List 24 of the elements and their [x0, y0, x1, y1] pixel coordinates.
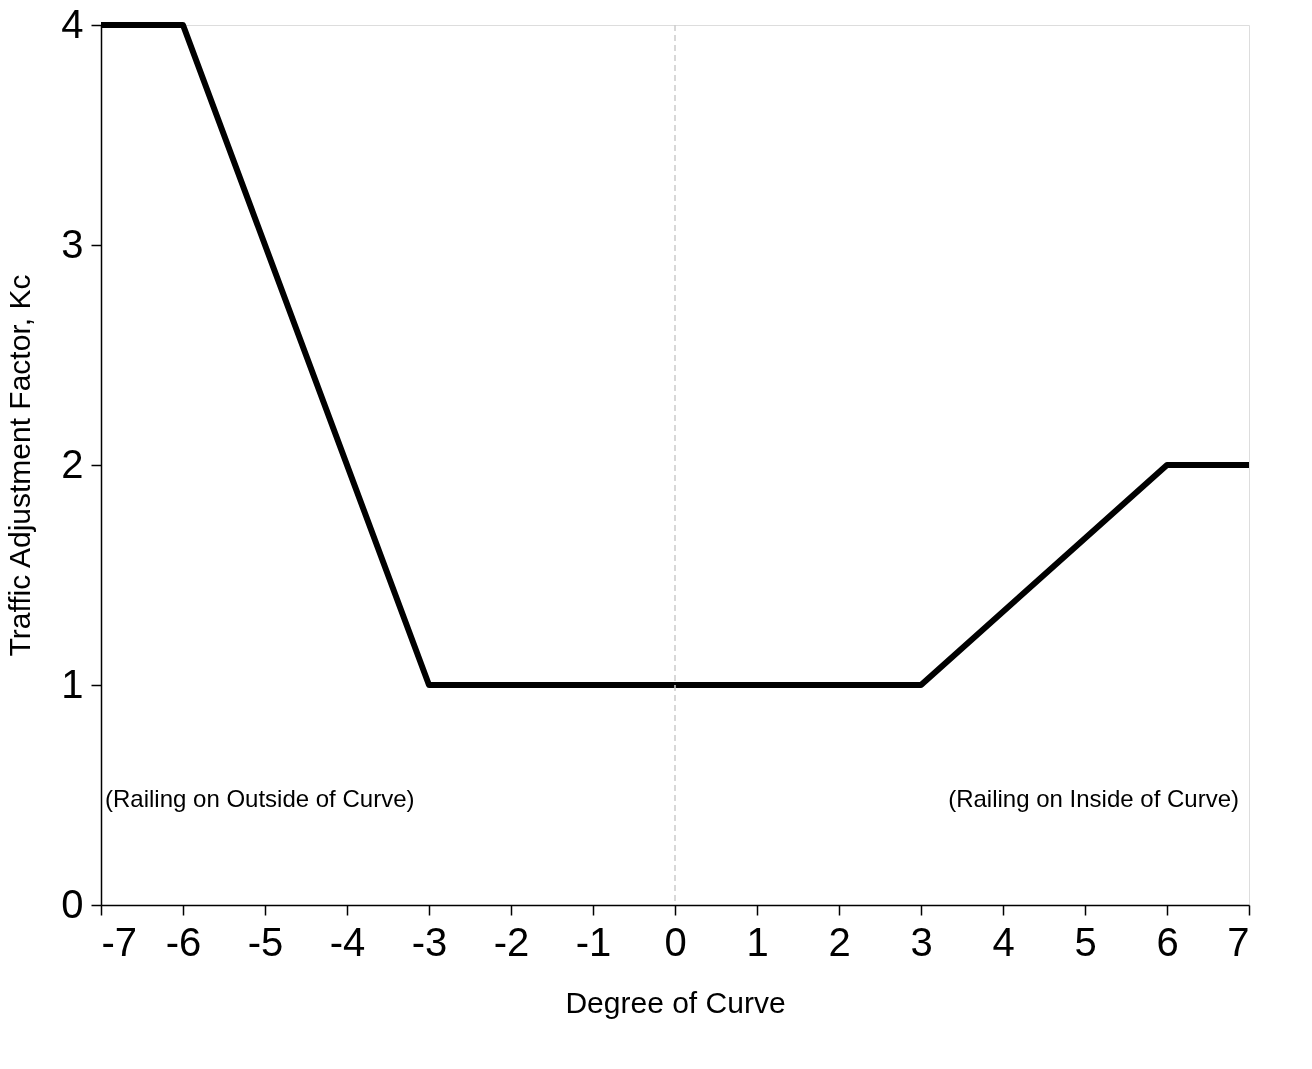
x-tick-label: 7	[1227, 919, 1250, 964]
x-tick-label: 6	[1156, 919, 1179, 964]
x-tick-label: 0	[664, 919, 687, 964]
y-tick-label: 2	[61, 441, 84, 486]
x-tick-label: -2	[493, 919, 530, 964]
x-tick-label: 5	[1074, 919, 1097, 964]
y-tick-label: 0	[61, 881, 84, 926]
x-tick-label: -7	[101, 919, 138, 964]
y-tick-label: 4	[61, 1, 84, 46]
y-axis-title: Traffic Adjustment Factor, Kc	[3, 274, 37, 657]
x-tick-label: -4	[329, 919, 366, 964]
x-tick-label: 4	[992, 919, 1015, 964]
x-axis-title: Degree of Curve	[565, 985, 786, 1019]
x-tick-label: -1	[575, 919, 612, 964]
x-tick-label: -3	[411, 919, 448, 964]
annotation: (Railing on Outside of Curve)	[105, 785, 415, 812]
y-tick-label: 3	[61, 221, 84, 266]
annotation: (Railing on Inside of Curve)	[948, 785, 1239, 812]
x-tick-label: 1	[746, 919, 769, 964]
y-tick-label: 1	[61, 661, 84, 706]
x-tick-label: 2	[828, 919, 851, 964]
x-tick-label: -6	[165, 919, 202, 964]
x-tick-label: 3	[910, 919, 933, 964]
x-tick-label: -5	[247, 919, 284, 964]
